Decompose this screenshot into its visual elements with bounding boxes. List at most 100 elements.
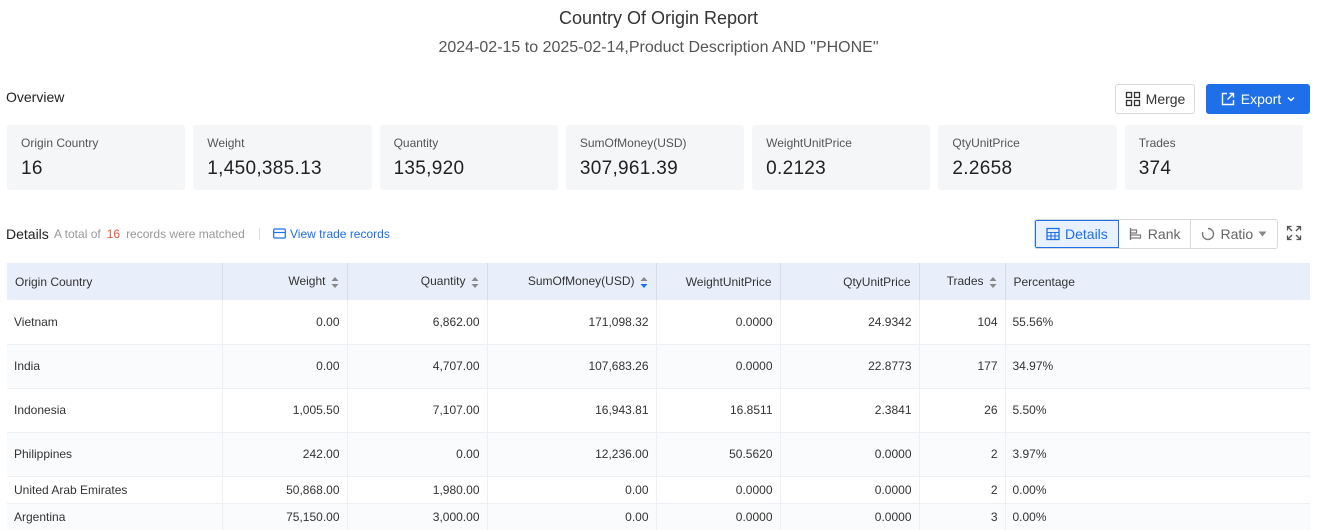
column-header: Origin Country — [7, 263, 223, 300]
cell-country: India — [7, 344, 223, 389]
cell-percentage: 3.97% — [1005, 432, 1310, 477]
cell-trades: 3 — [919, 503, 1006, 530]
cell-quantity: 4,707.00 — [347, 344, 488, 389]
stat-card-trades: Trades 374 — [1124, 125, 1303, 190]
column-header: QtyUnitPrice — [780, 263, 920, 300]
stat-label: SumOfMoney(USD) — [579, 136, 687, 150]
cell-trades: 26 — [919, 388, 1006, 433]
cell-quantity: 7,107.00 — [347, 388, 488, 433]
cell-weight: 0.00 — [222, 300, 348, 345]
view-rank-label: Rank — [1147, 226, 1181, 242]
cell-percentage: 55.56% — [1005, 300, 1310, 345]
cell-trades: 2 — [919, 432, 1006, 477]
view-details-label: Details — [1065, 226, 1108, 242]
divider — [259, 228, 260, 240]
cell-sum-of-money: 12,236.00 — [487, 432, 657, 477]
cell-quantity: 3,000.00 — [347, 503, 488, 530]
cell-weight-unit-price: 50.5620 — [656, 432, 781, 477]
cell-weight-unit-price: 0.0000 — [656, 503, 781, 530]
view-mode-toggle: Details Rank Ratio — [1034, 219, 1279, 249]
stat-value: 2.2658 — [952, 158, 1013, 179]
cell-qty-unit-price: 2.3841 — [780, 388, 920, 433]
cell-country: Philippines — [7, 432, 223, 477]
sort-icon[interactable] — [471, 276, 479, 289]
cell-quantity: 6,862.00 — [347, 300, 488, 345]
stat-label: Quantity — [393, 136, 439, 150]
column-header[interactable]: SumOfMoney(USD) — [487, 263, 657, 300]
column-header-label: Quantity — [420, 274, 466, 289]
cell-weight: 1,005.50 — [222, 388, 348, 433]
table-row: India 0.00 4,707.00 107,683.26 0.0000 22… — [7, 344, 1310, 389]
cell-trades: 2 — [919, 476, 1006, 504]
merge-button-label: Merge — [1145, 91, 1186, 107]
cell-sum-of-money: 16,943.81 — [487, 388, 657, 433]
view-ratio-label: Ratio — [1220, 226, 1254, 242]
cell-quantity: 0.00 — [347, 432, 488, 477]
view-trade-records-label: View trade records — [290, 227, 390, 241]
stats-overview: Origin Country 16 Weight 1,450,385.13 Qu… — [7, 125, 1303, 190]
view-details-button[interactable]: Details — [1035, 220, 1119, 248]
cell-sum-of-money: 171,098.32 — [487, 300, 657, 345]
stat-card-weight: Weight 1,450,385.13 — [193, 125, 372, 190]
caret-down-icon — [1258, 231, 1267, 237]
cell-percentage: 34.97% — [1005, 344, 1310, 389]
cell-country: United Arab Emirates — [7, 476, 223, 504]
table-icon — [1046, 227, 1060, 241]
merge-button[interactable]: Merge — [1115, 84, 1195, 114]
cell-weight-unit-price: 16.8511 — [656, 388, 781, 433]
cell-country: Argentina — [7, 503, 223, 530]
column-header-label: Percentage — [1013, 274, 1075, 289]
cell-trades: 177 — [919, 344, 1006, 389]
column-header-label: Weight — [288, 274, 326, 289]
cell-qty-unit-price: 0.0000 — [780, 503, 920, 530]
merge-icon — [1125, 91, 1140, 107]
sort-icon[interactable] — [331, 276, 339, 289]
sort-icon[interactable] — [640, 276, 648, 289]
table-row: Indonesia 1,005.50 7,107.00 16,943.81 16… — [7, 388, 1310, 433]
stat-card-qty-unit-price: QtyUnitPrice 2.2658 — [938, 125, 1117, 190]
stat-label: Origin Country — [21, 136, 99, 150]
column-header-label: SumOfMoney(USD) — [527, 274, 635, 289]
table-row: Philippines 242.00 0.00 12,236.00 50.562… — [7, 432, 1310, 477]
cell-country: Indonesia — [7, 388, 223, 433]
cell-qty-unit-price: 22.8773 — [780, 344, 920, 389]
table-header-row: Origin Country Weight Quantity SumOfMone… — [7, 263, 1310, 300]
records-icon — [273, 228, 286, 239]
view-rank-button[interactable]: Rank — [1118, 220, 1192, 248]
column-header[interactable]: Quantity — [347, 263, 488, 300]
cell-trades: 104 — [919, 300, 1006, 345]
ratio-ring-icon — [1202, 227, 1215, 241]
column-header: WeightUnitPrice — [656, 263, 781, 300]
table-row: United Arab Emirates 50,868.00 1,980.00 … — [7, 476, 1310, 504]
column-header[interactable]: Trades — [919, 263, 1006, 300]
cell-weight-unit-price: 0.0000 — [656, 476, 781, 504]
export-button-label: Export — [1240, 91, 1282, 107]
cell-qty-unit-price: 24.9342 — [780, 300, 920, 345]
report-title: Country Of Origin Report — [558, 8, 759, 28]
export-button[interactable]: Export — [1206, 84, 1310, 114]
stat-value: 0.2123 — [766, 158, 827, 179]
cell-percentage: 0.00% — [1005, 503, 1310, 530]
cell-weight: 242.00 — [222, 432, 348, 477]
cell-weight: 50,868.00 — [222, 476, 348, 504]
details-table: Origin Country Weight Quantity SumOfMone… — [7, 263, 1310, 530]
column-header[interactable]: Weight — [222, 263, 348, 300]
view-ratio-button[interactable]: Ratio — [1191, 220, 1278, 248]
overview-heading: Overview — [6, 89, 65, 105]
stat-label: Trades — [1138, 136, 1176, 150]
column-header: Percentage — [1005, 263, 1310, 300]
details-toolbar: Details A total of 16 records were matched… — [6, 219, 1310, 249]
sort-icon[interactable] — [989, 276, 997, 289]
fullscreen-icon[interactable] — [1286, 225, 1302, 241]
cell-weight-unit-price: 0.0000 — [656, 300, 781, 345]
cell-weight-unit-price: 0.0000 — [656, 344, 781, 389]
matched-summary: A total of 16 records were matched — [54, 227, 245, 241]
external-link-icon — [1221, 92, 1234, 106]
stat-value: 1,450,385.13 — [207, 158, 322, 179]
stat-value: 16 — [21, 158, 43, 179]
cell-sum-of-money: 107,683.26 — [487, 344, 657, 389]
view-trade-records-link[interactable]: View trade records — [273, 227, 390, 241]
stat-card-sum-of-money: SumOfMoney(USD) 307,961.39 — [565, 125, 745, 190]
cell-weight: 0.00 — [222, 344, 348, 389]
cell-sum-of-money: 0.00 — [487, 476, 657, 504]
